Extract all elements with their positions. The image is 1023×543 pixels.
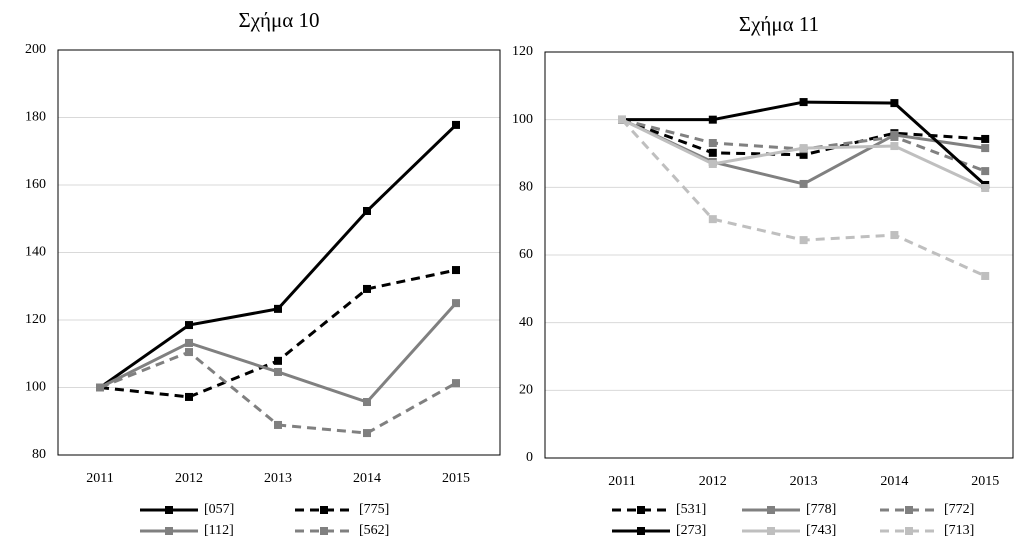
point-marker [452,266,460,275]
point-marker [981,271,990,280]
legend-label: [273] [676,523,706,538]
x-tick-label: 2012 [175,471,203,486]
x-tick-label: 2011 [86,471,113,486]
point-marker [363,206,371,215]
y-tick-label: 120 [512,44,533,59]
point-marker [799,236,808,245]
y-tick-label: 20 [519,383,533,398]
chart-title: Σχήμα 11 [739,12,819,36]
point-marker [185,338,193,347]
point-marker [890,231,899,240]
legend-marker [320,506,328,514]
legend-label: [057] [204,502,234,517]
point-marker [708,139,717,148]
point-marker [708,148,717,157]
point-marker [274,420,282,429]
point-marker [981,184,990,193]
x-tick-label: 2015 [971,474,999,489]
point-marker [890,142,899,151]
chart-title: Σχήμα 10 [238,8,319,32]
point-marker [185,348,193,357]
y-tick-label: 180 [25,110,46,125]
legend-label: [775] [359,502,389,517]
legend-label: [778] [806,502,836,517]
point-marker [96,383,104,392]
series-line [620,118,986,278]
point-marker [274,356,282,365]
legend-label: [743] [806,523,836,538]
point-marker [708,215,717,224]
legend-label: [531] [676,502,706,517]
point-marker [452,299,460,308]
legend-label: [713] [944,523,974,538]
point-marker [185,321,193,330]
legend-marker [165,527,173,535]
x-tick-label: 2015 [442,471,470,486]
x-tick-label: 2013 [264,471,292,486]
legend-label: [562] [359,523,389,538]
point-marker [981,144,990,153]
point-marker [799,144,808,153]
series-line [99,268,457,399]
point-marker [363,398,371,407]
x-tick-label: 2014 [880,474,908,489]
y-tick-label: 0 [526,450,533,465]
point-marker [274,304,282,313]
legend-label: [772] [944,502,974,517]
point-marker [799,98,808,107]
x-tick-label: 2011 [608,474,635,489]
x-tick-label: 2014 [353,471,381,486]
point-marker [799,179,808,188]
y-tick-label: 140 [25,245,46,260]
y-tick-label: 100 [25,380,46,395]
point-marker [890,99,899,108]
legend-marker [767,527,775,535]
point-marker [708,159,717,168]
legend-marker [767,506,775,514]
legend-marker [905,506,913,514]
point-marker [890,132,899,141]
point-marker [363,429,371,438]
point-marker [708,115,717,124]
point-marker [185,392,193,401]
x-tick-label: 2013 [790,474,818,489]
y-tick-label: 40 [519,315,533,330]
legend-marker [905,527,913,535]
y-tick-label: 60 [519,247,533,262]
y-tick-label: 80 [32,447,46,462]
legend-label: [112] [204,523,234,538]
point-marker [799,150,808,159]
point-marker [981,167,990,176]
plot-frame [544,51,1014,459]
y-tick-label: 80 [519,180,533,195]
point-marker [363,284,371,293]
x-tick-label: 2012 [699,474,727,489]
y-tick-label: 120 [25,312,46,327]
plot-frame [57,49,501,456]
y-tick-label: 160 [25,177,46,192]
point-marker [452,379,460,388]
series-line [99,123,458,389]
point-marker [618,115,626,124]
legend-marker [165,506,173,514]
legend-marker [637,527,645,535]
y-tick-label: 200 [25,42,46,57]
point-marker [981,134,990,143]
legend-marker [320,527,328,535]
legend-marker [637,506,645,514]
point-marker [452,120,460,129]
y-tick-label: 100 [512,112,533,127]
point-marker [274,367,282,376]
